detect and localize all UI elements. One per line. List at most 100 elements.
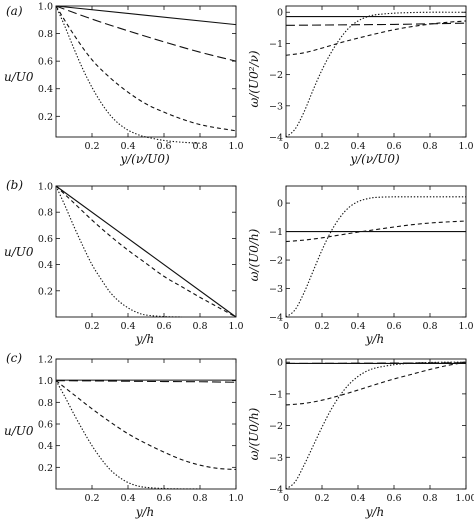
series-dotted-line — [55, 380, 201, 490]
x-tick-label: 1.0 — [228, 141, 243, 152]
x-tick-label: 0.6 — [156, 493, 171, 504]
x-tick-label: 0.2 — [84, 321, 99, 332]
series-solid-line — [55, 185, 237, 318]
series-solid-line — [55, 5, 237, 26]
chart-b-right: 0 0.2 0.4 0.6 0.8 1.0 −4 −3 −2 −1 0 — [269, 185, 474, 332]
series-dotted-line — [55, 5, 201, 144]
x-tick-label: 0.2 — [314, 141, 329, 152]
y-tick-label: 0 — [277, 358, 283, 369]
series-dashed-line — [285, 20, 467, 56]
x-tick-label: 1.0 — [458, 141, 473, 152]
panel-tag-b: (b) — [6, 178, 23, 192]
y-tick-label: −2 — [269, 256, 283, 267]
y-tick-label: −2 — [269, 421, 283, 432]
x-tick-label: 0.8 — [422, 321, 437, 332]
y-tick-label: 0.8 — [38, 398, 53, 409]
y-tick-label: 0.6 — [38, 234, 53, 245]
row-a: (a) u/U0 y/(ν/U0) ω/(U0²/ν) y/(ν/U0) — [4, 4, 400, 166]
x-tick-label: 0.8 — [422, 493, 437, 504]
panel-tag-c: (c) — [6, 351, 22, 365]
x-tick-label: 0.2 — [84, 493, 99, 504]
x-tick-label: 0.2 — [84, 141, 99, 152]
y-tick-label: 0.6 — [38, 420, 53, 431]
y-tick-label: 0.2 — [38, 112, 53, 123]
a-left-xlabel: y/(ν/U0) — [119, 152, 170, 166]
y-tick-label: 0 — [277, 199, 283, 210]
series-dotted-line — [55, 185, 183, 318]
c-left-xlabel: y/h — [135, 505, 155, 519]
x-tick-label: 0.8 — [192, 141, 207, 152]
y-tick-label: 0 — [277, 8, 283, 19]
x-tick-label: 0 — [283, 493, 289, 504]
y-tick-label: 1.0 — [38, 376, 53, 387]
y-tick-label: 0.4 — [38, 84, 53, 95]
c-right-ylabel: ω/(U0/h) — [247, 407, 261, 460]
b-right-frame — [285, 185, 467, 318]
y-tick-label: −1 — [269, 39, 283, 50]
x-tick-label: 0.4 — [120, 141, 135, 152]
y-tick-label: 1.0 — [38, 182, 53, 193]
series-longdash-line — [285, 362, 467, 364]
y-tick-label: −4 — [269, 313, 283, 324]
a-right-ylabel: ω/(U0²/ν) — [247, 50, 261, 107]
y-tick-label: −3 — [269, 284, 283, 295]
x-tick-label: 0.8 — [422, 141, 437, 152]
series-dotted-line — [285, 196, 466, 318]
y-tick-label: −4 — [269, 485, 283, 496]
x-tick-label: 0.6 — [386, 493, 401, 504]
series-longdash-line — [55, 380, 237, 383]
y-tick-label: −3 — [269, 453, 283, 464]
series-dashed-line — [55, 380, 237, 471]
series-longdash-line — [55, 5, 237, 62]
y-tick-label: 0.2 — [38, 463, 53, 474]
y-tick-label: 0.8 — [38, 208, 53, 219]
x-tick-label: 0.6 — [386, 321, 401, 332]
x-tick-label: 1.0 — [228, 493, 243, 504]
b-right-xlabel: y/h — [365, 332, 385, 346]
chart-b-left: 0.2 0.4 0.6 0.8 1.0 0.2 0.4 0.6 0.8 1.0 — [38, 182, 244, 333]
row-c: (c) u/U0 y/h ω/(U0/h) y/h — [4, 351, 384, 519]
y-tick-label: 1.2 — [38, 355, 53, 366]
series-dashed-line — [55, 5, 237, 132]
series-dotted-line — [285, 361, 467, 490]
series-dotted-line — [285, 11, 466, 138]
a-left-frame — [55, 5, 237, 138]
x-tick-label: 0.4 — [120, 493, 135, 504]
x-tick-label: 0 — [283, 141, 289, 152]
y-tick-label: −1 — [269, 389, 283, 400]
c-left-frame — [55, 358, 237, 490]
x-tick-label: 0.6 — [156, 141, 171, 152]
y-tick-label: 0.4 — [38, 441, 53, 452]
a-right-frame — [285, 5, 467, 138]
c-right-xlabel: y/h — [365, 505, 385, 519]
x-tick-label: 0.6 — [156, 321, 171, 332]
series-dashed-line — [55, 185, 237, 318]
panel-tag-a: (a) — [6, 4, 23, 18]
y-tick-label: 0.4 — [38, 260, 53, 271]
chart-a-left: 0.2 0.4 0.6 0.8 1.0 0.2 0.4 0.6 0.8 1.0 — [38, 2, 244, 153]
series-dashed-line — [285, 361, 467, 406]
c-right-frame — [285, 358, 467, 490]
a-left-ylabel: u/U0 — [4, 70, 34, 84]
series-dashed-line — [285, 220, 467, 243]
y-tick-label: 1.0 — [38, 2, 53, 13]
x-tick-label: 0 — [283, 321, 289, 332]
x-tick-label: 0.4 — [350, 321, 365, 332]
y-tick-label: −3 — [269, 101, 283, 112]
a-right-xlabel: y/(ν/U0) — [349, 152, 400, 166]
x-tick-label: 0.2 — [314, 493, 329, 504]
x-tick-label: 0.2 — [314, 321, 329, 332]
y-tick-label: 0.8 — [38, 29, 53, 40]
x-tick-label: 0.4 — [350, 493, 365, 504]
b-left-xlabel: y/h — [135, 332, 155, 346]
b-right-ylabel: ω/(U0/h) — [247, 228, 261, 281]
x-tick-label: 0.4 — [350, 141, 365, 152]
y-tick-label: −4 — [269, 133, 283, 144]
x-tick-label: 0.6 — [386, 141, 401, 152]
b-left-frame — [55, 185, 237, 318]
chart-c-left: 0.2 0.4 0.6 0.8 1.0 0.2 0.4 0.6 0.8 1.0 1.2 — [38, 355, 244, 505]
row-b: (b) u/U0 y/h ω/(U0/h) y/h — [4, 178, 384, 346]
chart-a-right: 0 0.2 0.4 0.6 0.8 1.0 −4 −3 −2 −1 0 — [269, 5, 474, 152]
chart-c-right: 0 0.2 0.4 0.6 0.8 1.00 −4 −3 −2 −1 0 — [269, 358, 474, 504]
